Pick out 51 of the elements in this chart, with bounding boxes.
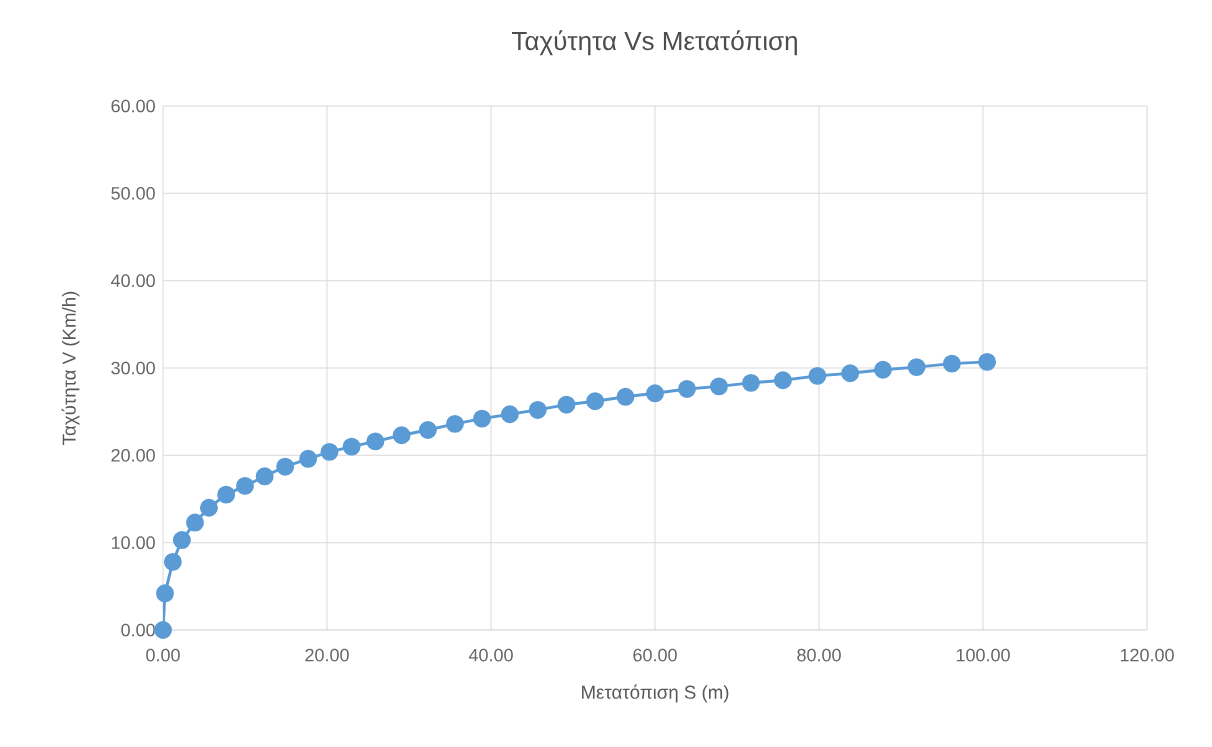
point <box>199 498 218 517</box>
y-axis-title: Ταχύτητα V (Km/h) <box>61 291 80 445</box>
point <box>236 476 254 495</box>
point <box>154 621 172 639</box>
point <box>616 387 635 406</box>
x-tick-label: 20.00 <box>305 648 349 662</box>
point <box>773 371 792 390</box>
point <box>418 421 437 439</box>
point <box>978 352 997 371</box>
point <box>156 584 174 603</box>
x-tick-label: 60.00 <box>633 648 677 662</box>
point <box>808 366 827 385</box>
x-tick-label: 80.00 <box>797 648 841 662</box>
point <box>528 400 547 419</box>
point <box>172 531 191 550</box>
x-tick-label: 0.00 <box>146 648 180 662</box>
point <box>557 395 576 414</box>
y-tick-label: 20.00 <box>111 448 155 462</box>
x-tick-label: 40.00 <box>468 648 513 662</box>
point <box>255 467 274 486</box>
point <box>299 449 318 468</box>
x-tick-label: 120.00 <box>1120 648 1174 662</box>
point <box>186 513 204 532</box>
point <box>841 364 860 383</box>
point <box>678 379 696 398</box>
point <box>646 384 664 403</box>
point <box>874 360 892 379</box>
y-tick-label: 50.00 <box>111 186 155 200</box>
point <box>366 432 385 451</box>
y-tick-label: 10.00 <box>111 536 155 550</box>
chart-title: Ταχύτητα Vs Μετατόπιση <box>512 30 797 56</box>
x-tick-label: 100.00 <box>956 648 1010 662</box>
point <box>392 426 411 445</box>
y-tick-label: 60.00 <box>111 99 155 113</box>
point <box>586 392 605 411</box>
y-tick-label: 0.00 <box>121 623 155 637</box>
y-tick-label: 40.00 <box>111 274 155 288</box>
point <box>163 552 182 571</box>
point <box>276 457 295 476</box>
point <box>942 354 961 373</box>
y-tick-label: 30.00 <box>111 361 155 375</box>
point <box>342 437 361 456</box>
point <box>473 409 491 428</box>
point <box>217 485 236 504</box>
point <box>710 377 728 396</box>
point <box>907 358 926 377</box>
x-axis-title: Μετατόπιση S (m) <box>582 684 729 703</box>
point <box>320 442 339 461</box>
point <box>445 414 464 433</box>
point <box>500 405 519 424</box>
point <box>741 373 760 392</box>
